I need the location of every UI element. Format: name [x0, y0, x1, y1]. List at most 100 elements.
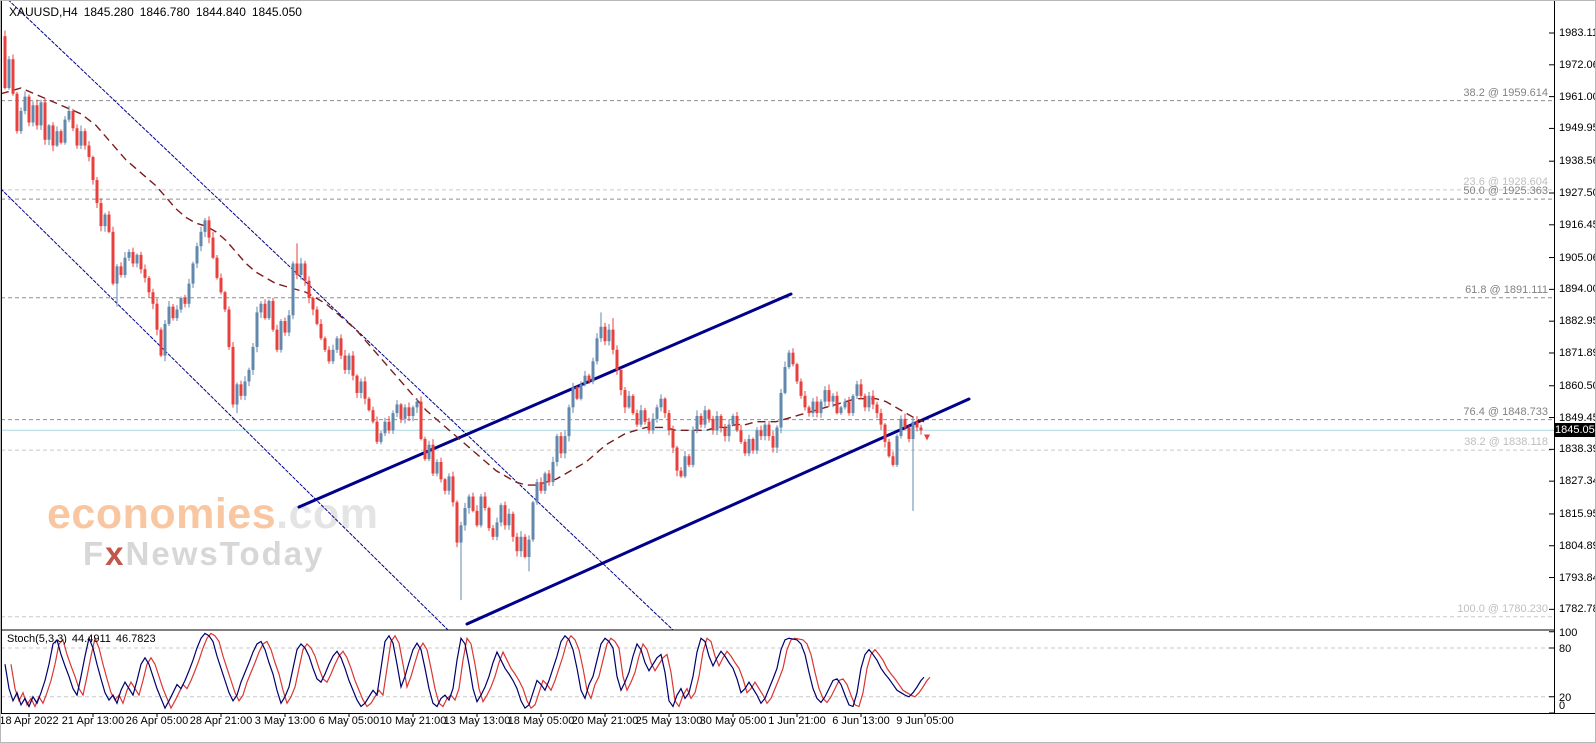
candle-body [11, 59, 15, 94]
candle-body [315, 309, 319, 324]
candle-body [883, 424, 887, 442]
candle-body [611, 329, 615, 350]
candle-body [75, 128, 79, 146]
candle-body [483, 496, 487, 509]
candle-body [135, 254, 139, 264]
candle-body [899, 418, 903, 437]
watermark-news-rest: NewsToday [125, 535, 325, 572]
candle-body [555, 436, 559, 463]
candle-body [731, 415, 735, 425]
ascending-channel-upper[interactable] [297, 292, 793, 509]
candle-body [223, 292, 227, 310]
candle-body [847, 401, 851, 414]
candle-body [431, 444, 435, 474]
candle-body [435, 462, 439, 474]
candle-body [743, 441, 747, 454]
candle-body [379, 433, 383, 442]
candle-body [335, 338, 339, 350]
watermark-domain: .com [276, 490, 379, 538]
candle-body [831, 395, 835, 402]
candle-body [683, 456, 687, 477]
candle-body [323, 338, 327, 350]
candle-body [887, 441, 891, 457]
watermark-economies: economies.com [47, 493, 379, 536]
candle-body [735, 415, 739, 431]
candle-body [311, 298, 315, 310]
candle-body [131, 251, 135, 264]
candle-body [475, 510, 479, 526]
candle-body [363, 381, 367, 399]
candle-body [703, 410, 707, 425]
candle-body [51, 125, 55, 146]
candle-body [383, 421, 387, 434]
candle-body [631, 395, 635, 414]
candle-body [879, 413, 883, 425]
candle-body [811, 401, 815, 414]
candle-body [667, 413, 671, 431]
candle-body [911, 421, 915, 439]
candle-body [523, 536, 527, 557]
moving-average-line [1, 87, 925, 486]
candle-body [191, 263, 195, 284]
candle-body [251, 346, 255, 370]
axes [1, 1, 1595, 717]
candle-body [3, 36, 7, 88]
candle-body [455, 502, 459, 543]
candle-body [563, 436, 567, 454]
candle-body [155, 303, 159, 330]
candle-body [99, 203, 103, 227]
candle-body [567, 407, 571, 437]
candle-body [447, 476, 451, 491]
candle-body [147, 277, 151, 293]
candle-body [891, 456, 895, 465]
candle-body [583, 375, 587, 385]
candle-body [171, 306, 175, 319]
ascending-channel-lower[interactable] [465, 397, 971, 626]
candle-body [343, 355, 347, 370]
candle-body [587, 375, 591, 382]
price-direction-arrow-icon [924, 434, 930, 441]
candle-body [719, 415, 723, 428]
candle-body [747, 438, 751, 454]
candle-body [175, 309, 179, 319]
candle-body [615, 349, 619, 370]
candle-body [283, 321, 287, 333]
candle-body [19, 111, 23, 132]
candle-body [95, 180, 99, 204]
candle-body [467, 496, 471, 509]
candle-body [331, 349, 335, 362]
candle-body [843, 401, 847, 408]
candle-body [895, 436, 899, 465]
candle-body [767, 424, 771, 437]
candle-body [503, 505, 507, 526]
candle-body [491, 528, 495, 537]
watermark-fxnewstoday: FxNewsToday [83, 537, 324, 570]
candle-body [275, 329, 279, 350]
candle-body [679, 470, 683, 477]
current-price-badge: 1845.050 [1555, 423, 1595, 438]
candle-body [211, 237, 215, 258]
last-tick [924, 434, 930, 441]
descending-channel-lower[interactable] [1, 188, 449, 631]
candle-body [907, 427, 911, 439]
candle-body [355, 375, 359, 393]
candle-body [423, 438, 427, 460]
candle-body [207, 220, 211, 238]
candle-body [603, 326, 607, 342]
candle-body [711, 418, 715, 431]
candle-body [291, 263, 295, 316]
candle-body [599, 326, 603, 339]
moving-average [1, 87, 925, 486]
candle-body [671, 430, 675, 448]
candle-body [867, 395, 871, 408]
descending-channel-upper[interactable] [1, 1, 674, 631]
candle-body [339, 338, 343, 356]
candle-body [571, 387, 575, 408]
candle-body [79, 131, 83, 146]
candle-body [87, 145, 91, 158]
candle-body [143, 269, 147, 278]
candle-body [527, 539, 531, 557]
candle-body [267, 300, 271, 319]
candle-body [403, 407, 407, 419]
